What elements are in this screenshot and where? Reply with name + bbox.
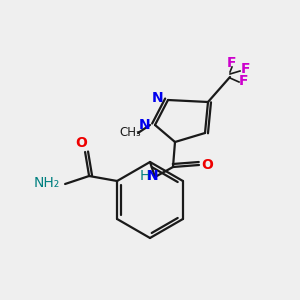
Text: O: O: [75, 136, 87, 150]
Text: H: H: [140, 169, 150, 183]
Text: N: N: [147, 169, 159, 183]
Text: N: N: [138, 118, 150, 132]
Text: NH₂: NH₂: [34, 176, 60, 190]
Text: F: F: [241, 62, 251, 76]
Text: CH₃: CH₃: [119, 127, 141, 140]
Text: N: N: [152, 91, 163, 105]
Text: O: O: [201, 158, 213, 172]
Text: F: F: [239, 74, 249, 88]
Text: F: F: [227, 56, 237, 70]
